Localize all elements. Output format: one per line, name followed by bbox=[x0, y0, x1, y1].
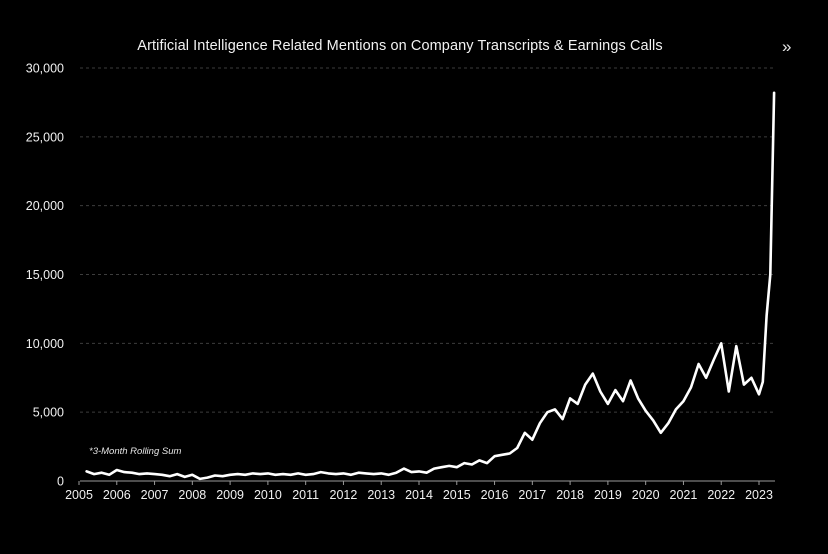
y-tick-label: 25,000 bbox=[26, 130, 64, 144]
x-tick-label: 2016 bbox=[481, 488, 509, 502]
double-chevron-right-icon[interactable]: » bbox=[782, 37, 792, 56]
x-tick-label: 2013 bbox=[367, 488, 395, 502]
x-tick-label: 2012 bbox=[330, 488, 358, 502]
series-line bbox=[85, 91, 776, 481]
x-tick-label: 2008 bbox=[178, 488, 206, 502]
x-tick-label: 2021 bbox=[670, 488, 698, 502]
x-tick-label: 2005 bbox=[65, 488, 93, 502]
x-tick-label: 2009 bbox=[216, 488, 244, 502]
y-tick-label: 0 bbox=[57, 475, 64, 489]
x-tick-label: 2023 bbox=[745, 488, 773, 502]
x-tick-label: 2011 bbox=[292, 488, 319, 502]
x-tick-label: 2018 bbox=[556, 488, 584, 502]
chart-title: Artificial Intelligence Related Mentions… bbox=[137, 38, 663, 54]
x-tick-label: 2010 bbox=[254, 488, 282, 502]
x-tick-label: 2022 bbox=[707, 488, 735, 502]
x-tick-label: 2015 bbox=[443, 488, 471, 502]
y-tick-label: 10,000 bbox=[26, 337, 64, 351]
y-tick-label: 20,000 bbox=[26, 199, 64, 213]
x-tick-label: 2020 bbox=[632, 488, 660, 502]
x-tick-label: 2017 bbox=[518, 488, 546, 502]
y-tick-label: 5,000 bbox=[33, 406, 64, 420]
y-tick-label: 30,000 bbox=[26, 62, 64, 76]
x-tick-label: 2007 bbox=[141, 488, 169, 502]
x-tick-label: 2019 bbox=[594, 488, 622, 502]
y-tick-label: 15,000 bbox=[26, 268, 64, 282]
x-tick-label: 2014 bbox=[405, 488, 433, 502]
chart-note: *3-Month Rolling Sum bbox=[89, 446, 181, 457]
x-tick-label: 2006 bbox=[103, 488, 131, 502]
